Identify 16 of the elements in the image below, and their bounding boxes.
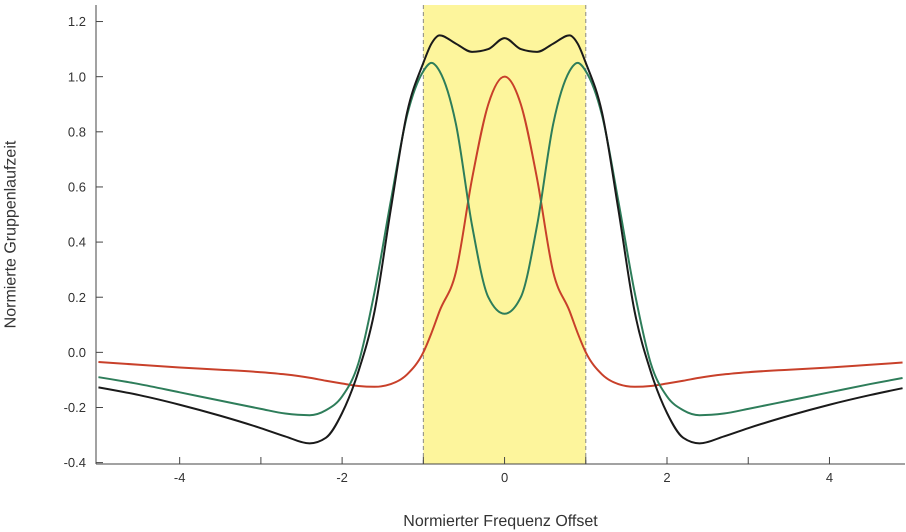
x-tick-label: 2 [663,470,671,486]
x-tick-label: 4 [826,470,834,486]
y-tick-label: -0.4 [64,455,86,470]
y-tick-label: -0.2 [64,400,86,416]
x-axis-title: Normierter Frequenz Offset [403,513,598,530]
x-tick-label: 0 [500,470,508,486]
x-tick-label: -2 [336,470,348,486]
y-tick-label: 0.8 [68,124,86,140]
y-tick-label: 1.2 [68,14,86,30]
y-tick-label: 0.4 [68,234,86,250]
y-tick-label: 1.0 [68,69,86,84]
y-axis-title: Normierte Gruppenlaufzeit [2,140,20,328]
x-tick-label: -4 [174,470,186,486]
y-tick-label: 0.0 [68,344,86,360]
y-tick-label: 0.2 [68,290,86,305]
y-tick-label: 0.6 [68,180,86,195]
